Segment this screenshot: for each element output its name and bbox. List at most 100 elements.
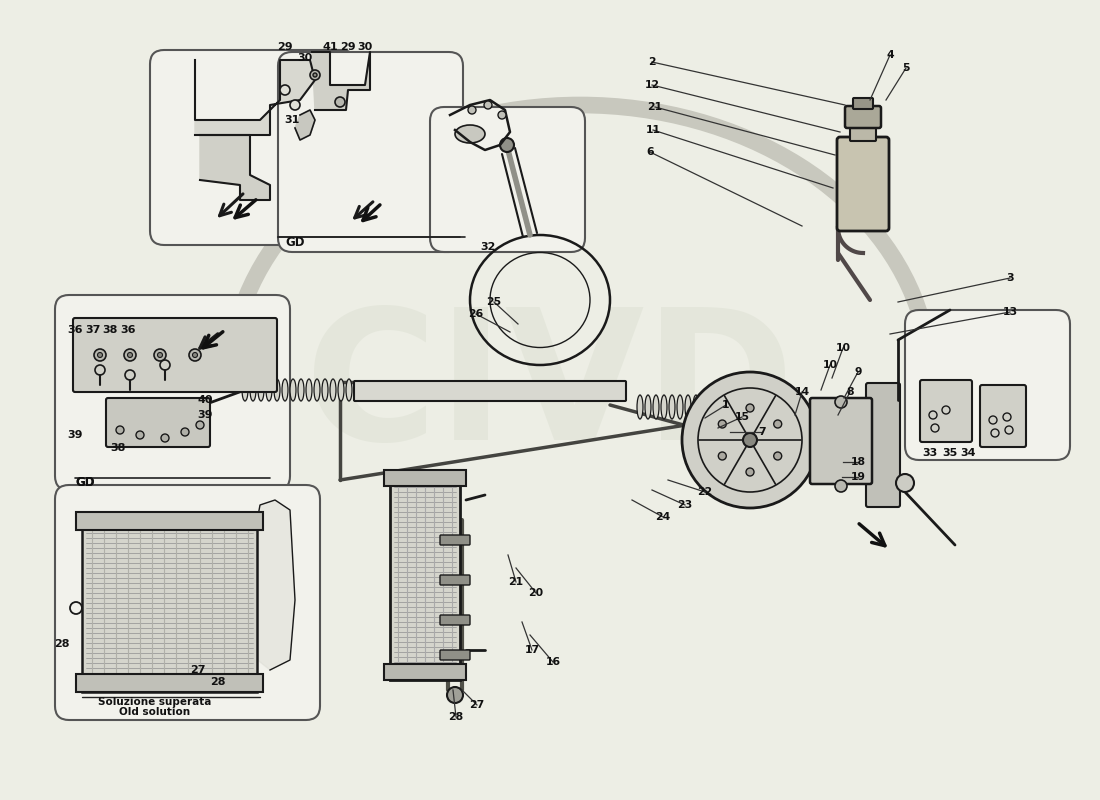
Text: 29: 29 xyxy=(340,42,355,52)
Text: GD: GD xyxy=(285,235,305,249)
Circle shape xyxy=(896,474,914,492)
Ellipse shape xyxy=(669,395,675,419)
Bar xyxy=(76,674,263,692)
Ellipse shape xyxy=(346,379,352,401)
Text: 17: 17 xyxy=(525,645,540,655)
Circle shape xyxy=(280,85,290,95)
Text: 7: 7 xyxy=(758,427,766,437)
Text: 29: 29 xyxy=(277,42,293,52)
Ellipse shape xyxy=(653,395,659,419)
Bar xyxy=(76,512,263,530)
Text: 37: 37 xyxy=(86,325,101,335)
Text: 39: 39 xyxy=(197,410,212,420)
Circle shape xyxy=(154,349,166,361)
FancyBboxPatch shape xyxy=(150,50,355,245)
Ellipse shape xyxy=(282,379,288,401)
Text: GD: GD xyxy=(75,477,95,490)
FancyBboxPatch shape xyxy=(55,295,290,490)
Text: 1: 1 xyxy=(723,400,729,410)
Circle shape xyxy=(498,111,506,119)
Ellipse shape xyxy=(757,395,763,419)
Ellipse shape xyxy=(685,395,691,419)
Text: 15: 15 xyxy=(735,412,749,422)
Text: 28: 28 xyxy=(449,712,463,722)
Ellipse shape xyxy=(645,395,651,419)
Text: 26: 26 xyxy=(469,309,484,319)
Text: 30: 30 xyxy=(297,53,312,63)
Circle shape xyxy=(196,421,204,429)
Text: 20: 20 xyxy=(528,588,543,598)
Ellipse shape xyxy=(274,379,280,401)
Circle shape xyxy=(447,687,463,703)
Circle shape xyxy=(468,106,476,114)
Circle shape xyxy=(192,353,198,358)
Text: 24: 24 xyxy=(656,512,671,522)
Polygon shape xyxy=(312,52,370,110)
Circle shape xyxy=(161,434,169,442)
FancyBboxPatch shape xyxy=(440,535,470,545)
Text: 14: 14 xyxy=(794,387,810,397)
Circle shape xyxy=(136,431,144,439)
Polygon shape xyxy=(295,110,315,140)
Circle shape xyxy=(116,426,124,434)
Ellipse shape xyxy=(741,395,747,419)
Circle shape xyxy=(746,404,754,412)
Ellipse shape xyxy=(290,379,296,401)
Circle shape xyxy=(682,372,818,508)
Circle shape xyxy=(124,349,136,361)
FancyBboxPatch shape xyxy=(55,485,320,720)
FancyBboxPatch shape xyxy=(440,650,470,660)
Circle shape xyxy=(98,353,102,358)
Text: 19: 19 xyxy=(850,472,866,482)
Circle shape xyxy=(310,70,320,80)
Text: 28: 28 xyxy=(210,677,225,687)
Ellipse shape xyxy=(733,395,739,419)
Text: 39: 39 xyxy=(67,430,82,440)
Text: 13: 13 xyxy=(1002,307,1018,317)
Ellipse shape xyxy=(314,379,320,401)
Ellipse shape xyxy=(637,395,644,419)
Text: Soluzione superata: Soluzione superata xyxy=(98,697,211,707)
Circle shape xyxy=(718,452,726,460)
Text: 22: 22 xyxy=(697,487,713,497)
Text: 9: 9 xyxy=(855,367,861,377)
Ellipse shape xyxy=(749,395,755,419)
Circle shape xyxy=(128,353,132,358)
Text: 25: 25 xyxy=(486,297,502,307)
Text: 5: 5 xyxy=(902,63,910,73)
Ellipse shape xyxy=(250,379,256,401)
Text: 6: 6 xyxy=(646,147,653,157)
Text: 35: 35 xyxy=(943,448,958,458)
Polygon shape xyxy=(195,60,315,135)
Bar xyxy=(384,664,466,680)
Text: GD: GD xyxy=(75,477,95,490)
FancyBboxPatch shape xyxy=(73,318,277,392)
Text: 2: 2 xyxy=(648,57,656,67)
Circle shape xyxy=(314,73,317,77)
FancyBboxPatch shape xyxy=(866,383,900,507)
Text: 18: 18 xyxy=(850,457,866,467)
Ellipse shape xyxy=(710,395,715,419)
Ellipse shape xyxy=(306,379,312,401)
Text: 3: 3 xyxy=(1006,273,1014,283)
Bar xyxy=(384,470,466,486)
Text: 30: 30 xyxy=(358,42,373,52)
Ellipse shape xyxy=(717,395,723,419)
Ellipse shape xyxy=(676,395,683,419)
Circle shape xyxy=(746,468,754,476)
Circle shape xyxy=(189,349,201,361)
FancyBboxPatch shape xyxy=(106,398,210,447)
Text: 32: 32 xyxy=(481,242,496,252)
Circle shape xyxy=(773,420,782,428)
Circle shape xyxy=(742,433,757,447)
Ellipse shape xyxy=(298,379,304,401)
Text: CIVD: CIVD xyxy=(306,302,794,478)
Circle shape xyxy=(484,101,492,109)
Circle shape xyxy=(157,353,163,358)
Bar xyxy=(82,512,257,692)
Text: 36: 36 xyxy=(67,325,82,335)
Ellipse shape xyxy=(266,379,272,401)
Text: 12: 12 xyxy=(645,80,660,90)
Text: 4: 4 xyxy=(887,50,894,60)
FancyBboxPatch shape xyxy=(980,385,1026,447)
